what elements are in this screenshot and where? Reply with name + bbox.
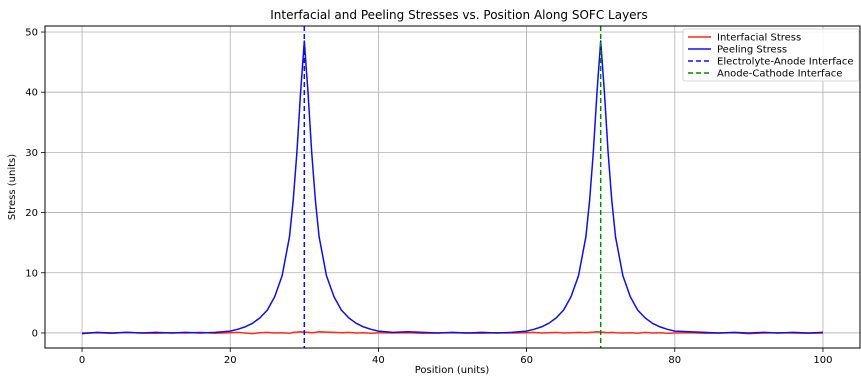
legend-label: Electrolyte-Anode Interface (717, 57, 854, 68)
chart-title: Interfacial and Peeling Stresses vs. Pos… (270, 8, 647, 22)
plot-series (81, 26, 824, 348)
plot-frame (44, 25, 861, 349)
y-tick-label: 0 (32, 328, 38, 339)
x-tick-label: 40 (372, 355, 385, 366)
series-line-peeling-stress (81, 40, 824, 335)
y-tick-label: 50 (25, 28, 38, 39)
x-tick-label: 80 (668, 355, 681, 366)
x-tick-label: 0 (79, 355, 85, 366)
y-axis-label: Stress (units) (7, 154, 18, 220)
legend-label: Peeling Stress (717, 45, 787, 56)
legend-label: Anode-Cathode Interface (717, 69, 842, 80)
x-tick-label: 60 (520, 355, 533, 366)
y-tick-label: 40 (25, 88, 38, 99)
legend-label: Interfacial Stress (717, 33, 801, 44)
y-tick-label: 10 (25, 268, 38, 279)
x-tick-label: 20 (224, 355, 237, 366)
y-tick-label: 30 (25, 148, 38, 159)
axis-ticks: 0 20 40 60 80 100 0 10 20 30 40 50 (25, 28, 832, 366)
x-tick-label: 100 (813, 355, 832, 366)
x-axis-label: Position (units) (415, 365, 490, 376)
y-tick-label: 20 (25, 208, 38, 219)
legend-box (682, 28, 860, 82)
